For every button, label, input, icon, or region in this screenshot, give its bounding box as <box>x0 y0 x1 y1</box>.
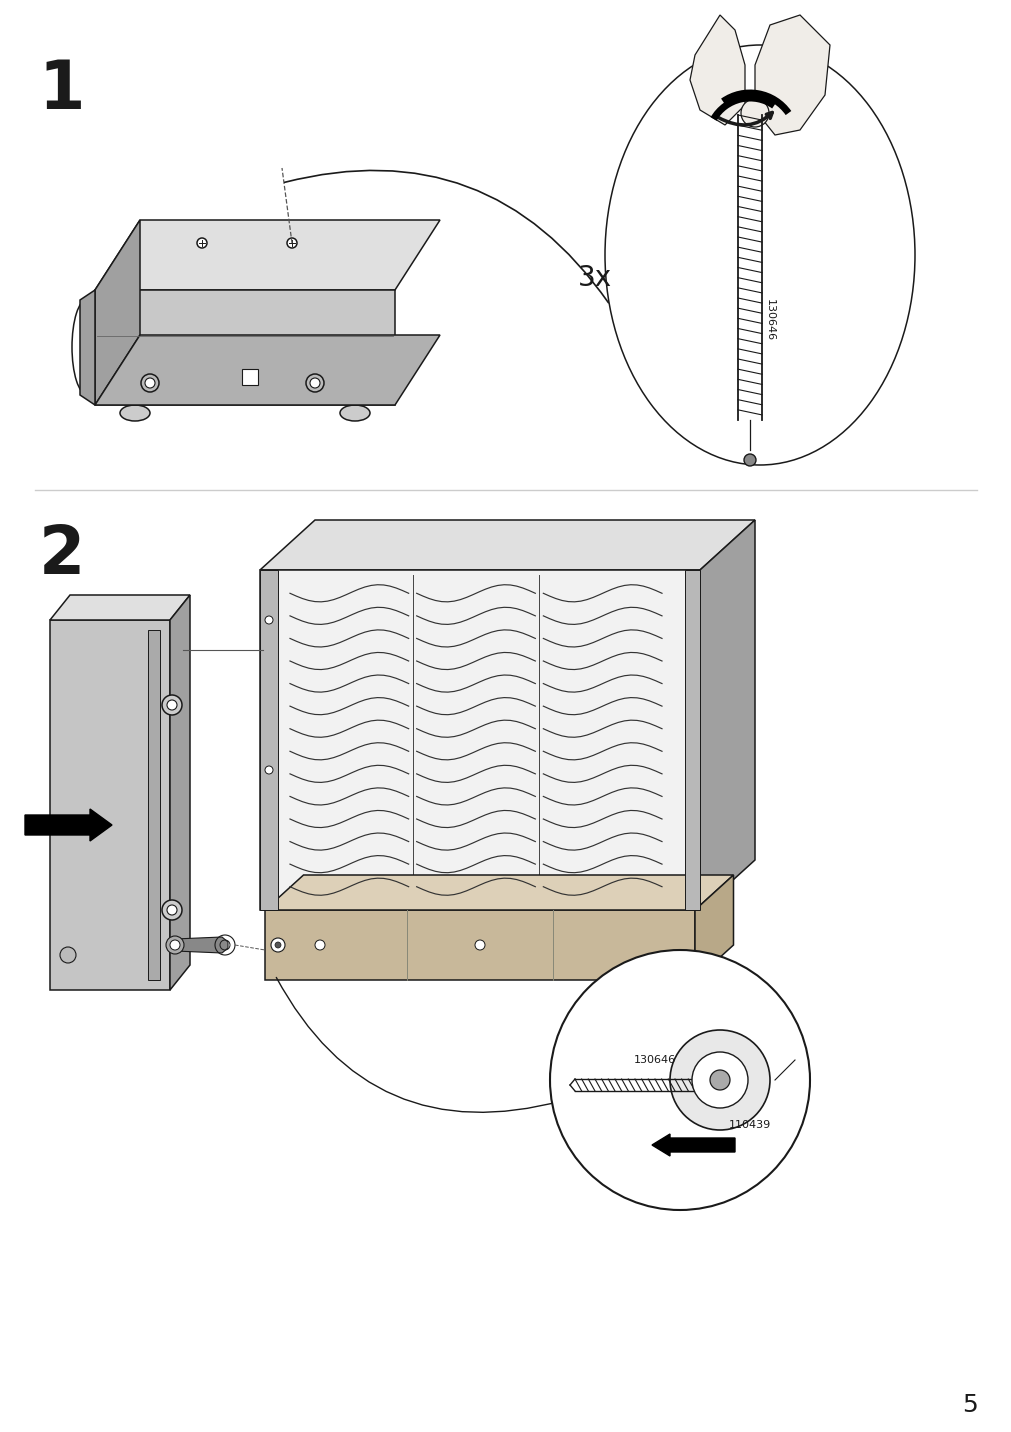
FancyArrow shape <box>25 809 112 841</box>
Circle shape <box>167 905 177 915</box>
Text: 2: 2 <box>38 523 85 589</box>
Circle shape <box>141 374 159 392</box>
Text: 1: 1 <box>38 57 85 123</box>
Polygon shape <box>175 937 227 954</box>
Circle shape <box>692 1053 747 1108</box>
Ellipse shape <box>340 405 370 421</box>
Polygon shape <box>260 570 278 909</box>
Polygon shape <box>50 596 190 620</box>
Polygon shape <box>700 520 754 909</box>
Polygon shape <box>80 291 95 405</box>
Circle shape <box>265 616 273 624</box>
Circle shape <box>145 378 155 388</box>
Polygon shape <box>260 570 700 909</box>
Circle shape <box>305 374 324 392</box>
Text: 130646: 130646 <box>764 299 774 341</box>
Polygon shape <box>95 221 140 405</box>
Text: 110439: 110439 <box>728 1120 770 1130</box>
Circle shape <box>60 947 76 962</box>
Polygon shape <box>260 520 754 570</box>
Circle shape <box>166 937 184 954</box>
Polygon shape <box>95 335 440 405</box>
Ellipse shape <box>605 44 914 465</box>
Polygon shape <box>242 369 258 385</box>
Circle shape <box>265 766 273 775</box>
Circle shape <box>162 899 182 919</box>
Ellipse shape <box>120 405 150 421</box>
Polygon shape <box>50 620 170 990</box>
Polygon shape <box>265 909 695 979</box>
Circle shape <box>549 949 809 1210</box>
Circle shape <box>167 700 177 710</box>
Polygon shape <box>95 291 394 405</box>
Circle shape <box>743 454 755 465</box>
Circle shape <box>710 1070 729 1090</box>
Text: 3x: 3x <box>577 263 612 292</box>
Circle shape <box>162 695 182 715</box>
Polygon shape <box>265 875 733 909</box>
Circle shape <box>474 939 484 949</box>
Polygon shape <box>148 630 160 979</box>
Polygon shape <box>695 875 733 979</box>
Polygon shape <box>684 570 700 909</box>
Circle shape <box>740 99 768 127</box>
Circle shape <box>287 238 296 248</box>
Circle shape <box>309 378 319 388</box>
Circle shape <box>197 238 207 248</box>
Polygon shape <box>754 14 829 135</box>
Text: 130646: 130646 <box>633 1055 675 1065</box>
Text: 5: 5 <box>961 1393 977 1418</box>
Circle shape <box>314 939 325 949</box>
Circle shape <box>170 939 180 949</box>
Polygon shape <box>690 14 744 125</box>
Polygon shape <box>95 221 440 291</box>
Polygon shape <box>170 596 190 990</box>
Circle shape <box>275 942 281 948</box>
FancyArrow shape <box>651 1134 734 1156</box>
Circle shape <box>271 938 285 952</box>
Circle shape <box>669 1030 769 1130</box>
